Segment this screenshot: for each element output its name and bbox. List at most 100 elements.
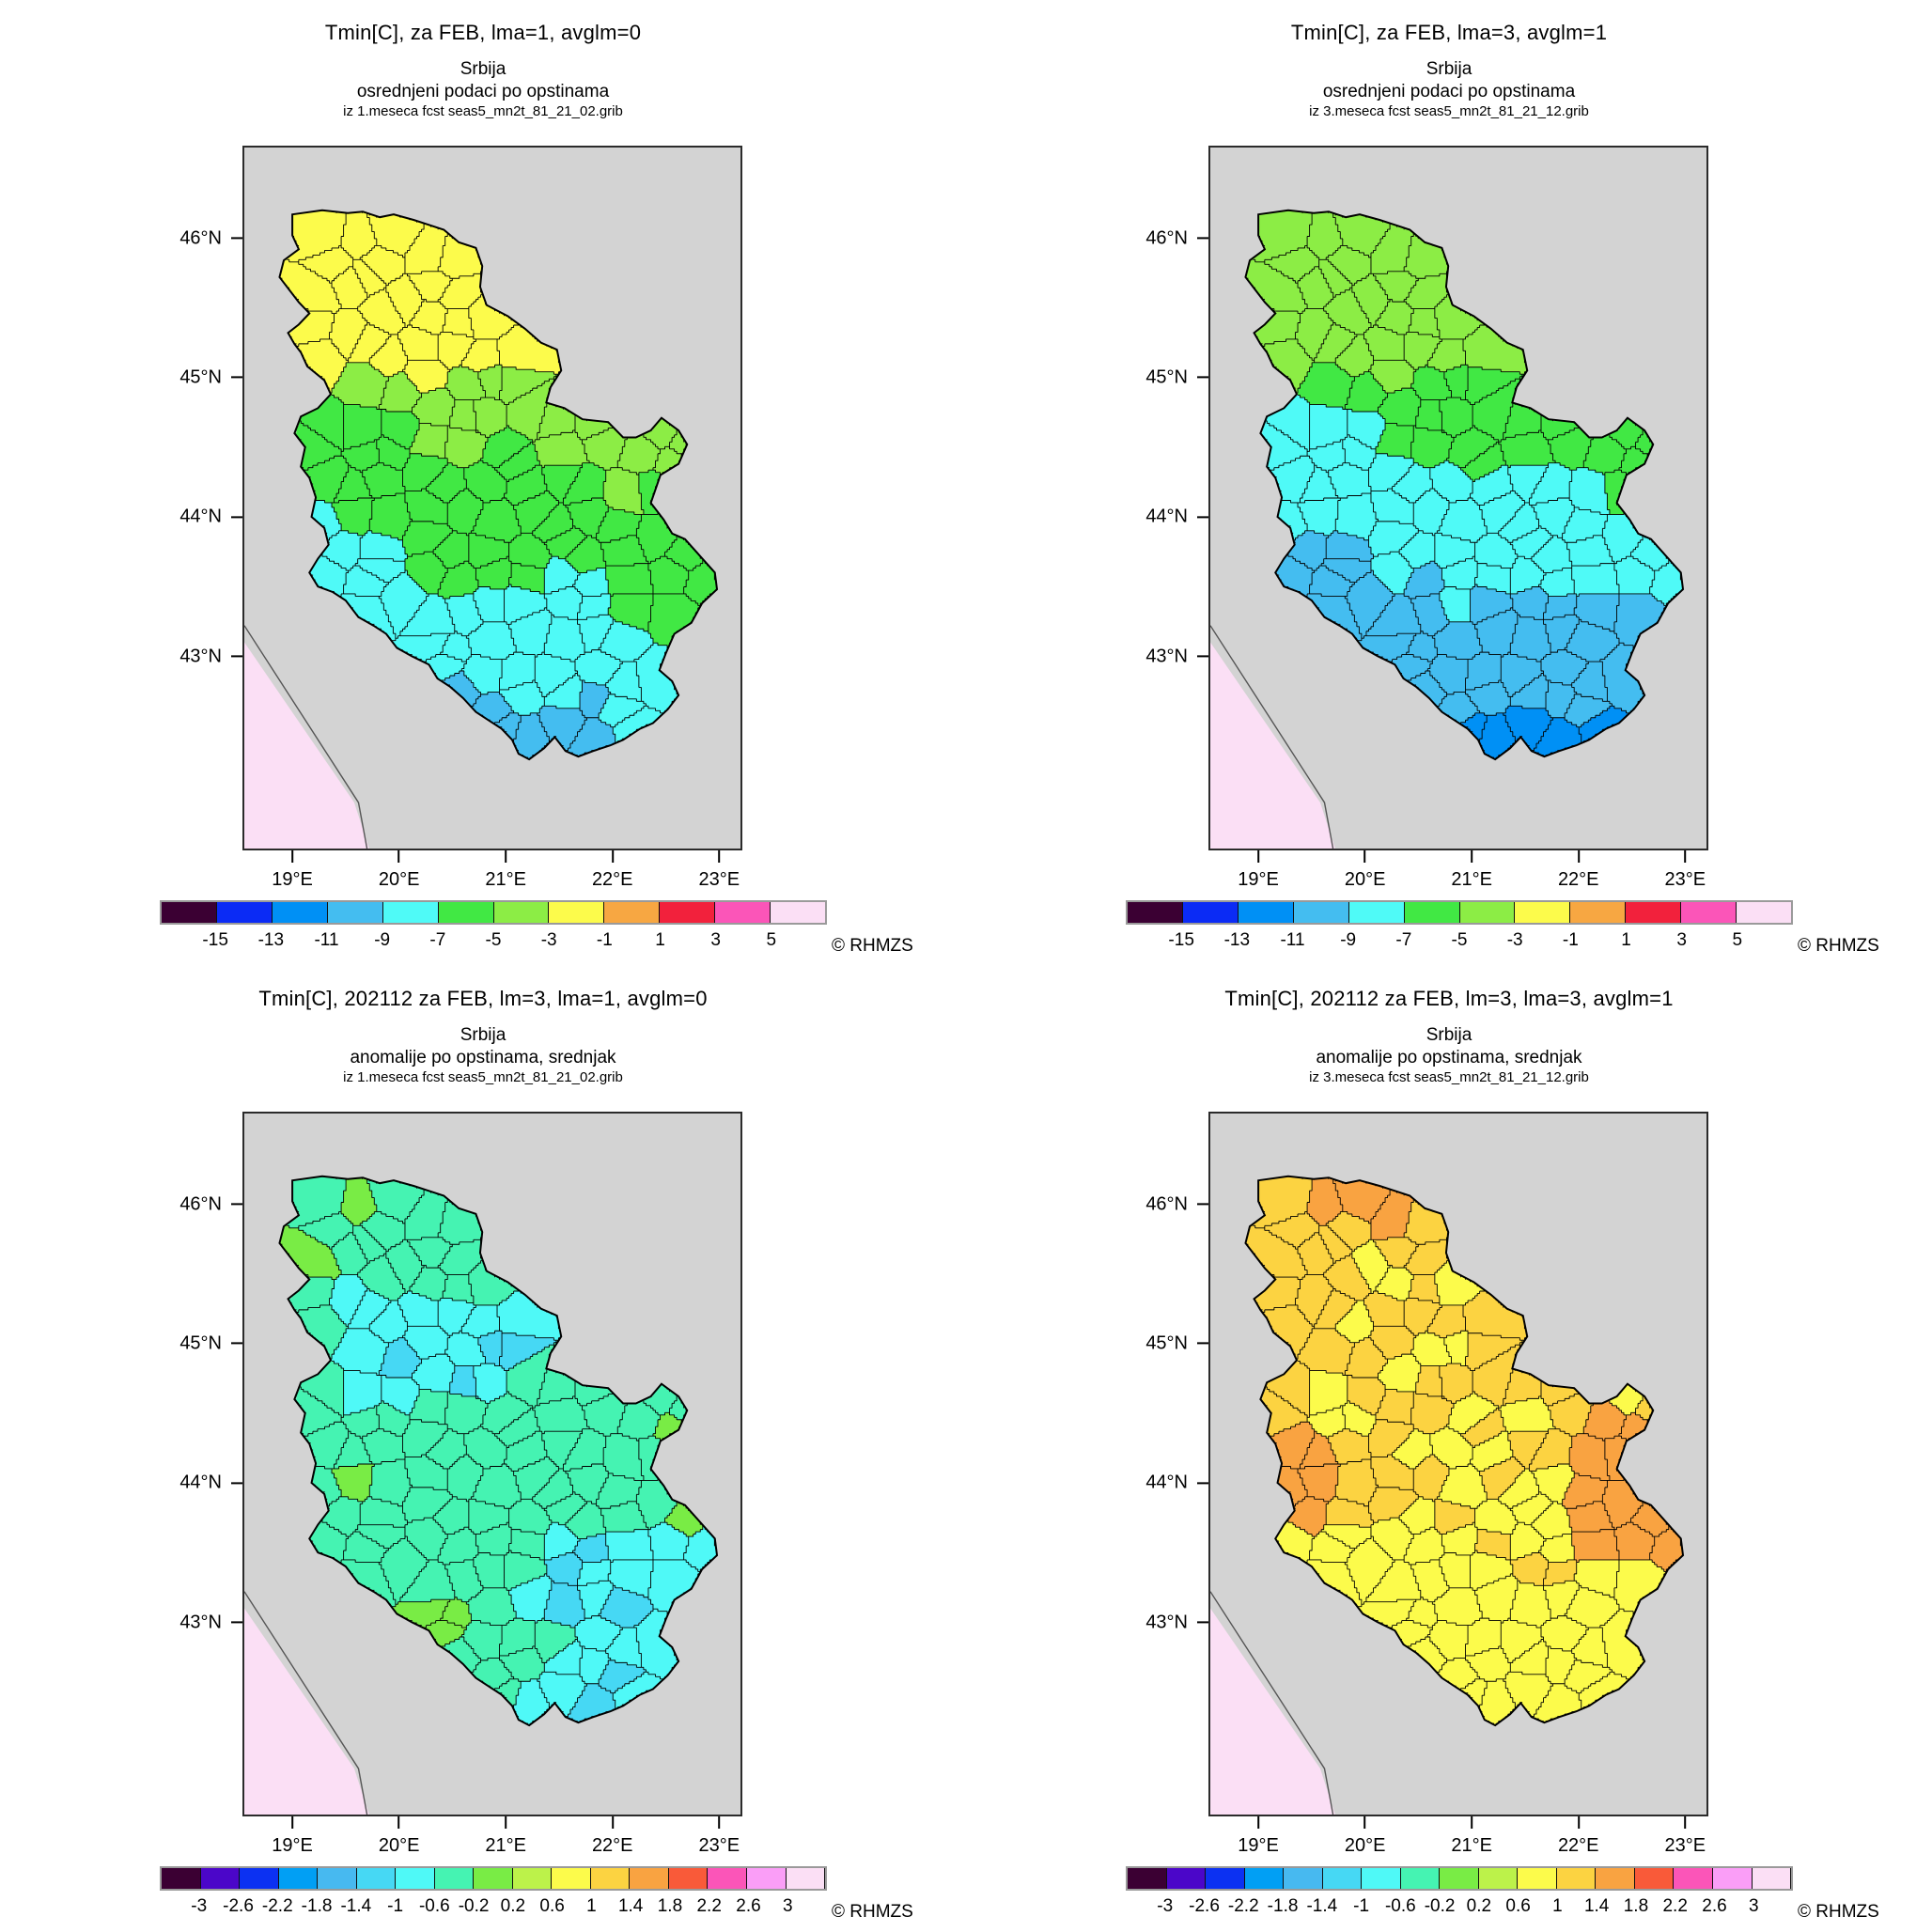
municipality-region[interactable] — [1376, 423, 1414, 460]
municipality-region[interactable] — [1635, 429, 1653, 455]
municipality-region[interactable] — [683, 1527, 717, 1572]
municipality-region[interactable] — [410, 423, 448, 460]
municipality-region[interactable] — [499, 1645, 545, 1682]
municipality-region[interactable] — [508, 1499, 552, 1535]
municipality-region[interactable] — [1439, 586, 1471, 623]
municipality-region[interactable] — [438, 273, 483, 309]
municipality-region[interactable] — [1276, 1519, 1315, 1563]
municipality-region[interactable] — [379, 1536, 429, 1605]
municipality-region[interactable] — [575, 649, 623, 686]
municipality-region[interactable] — [1326, 245, 1371, 287]
municipality-region[interactable] — [1335, 493, 1379, 541]
municipality-region[interactable] — [1437, 1658, 1480, 1691]
municipality-region[interactable] — [475, 556, 512, 590]
municipality-region[interactable] — [1298, 1328, 1355, 1376]
municipality-region[interactable] — [433, 530, 469, 569]
municipality-region[interactable] — [343, 566, 389, 597]
municipality-region[interactable] — [279, 259, 342, 314]
municipality-region[interactable] — [369, 1459, 413, 1507]
municipality-region[interactable] — [334, 1431, 372, 1470]
municipality-region[interactable] — [1409, 1274, 1440, 1303]
municipality-region[interactable] — [647, 556, 689, 595]
municipality-region[interactable] — [1613, 1522, 1655, 1561]
municipality-region[interactable] — [1298, 362, 1355, 410]
municipality-region[interactable] — [1373, 1237, 1419, 1269]
municipality-region[interactable] — [438, 1298, 476, 1336]
municipality-region[interactable] — [1413, 1455, 1449, 1503]
municipality-region[interactable] — [404, 489, 448, 524]
municipality-region[interactable] — [1298, 266, 1333, 309]
municipality-region[interactable] — [1404, 234, 1449, 279]
municipality-region[interactable] — [1264, 1361, 1310, 1418]
municipality-region[interactable] — [683, 561, 717, 606]
municipality-region[interactable] — [1253, 210, 1313, 263]
municipality-region[interactable] — [348, 1288, 391, 1330]
municipality-region[interactable] — [513, 1678, 550, 1726]
municipality-region[interactable] — [508, 533, 552, 569]
municipality-region[interactable] — [1510, 1639, 1549, 1675]
municipality-region[interactable] — [1463, 1290, 1527, 1341]
municipality-region[interactable] — [1529, 1428, 1572, 1472]
municipality-region[interactable] — [440, 631, 472, 662]
municipality-region[interactable] — [473, 397, 507, 438]
municipality-region[interactable] — [412, 388, 455, 427]
municipality-region[interactable] — [296, 338, 349, 394]
municipality-region[interactable] — [1472, 379, 1520, 443]
municipality-region[interactable] — [1571, 662, 1608, 702]
municipality-region[interactable] — [1548, 428, 1594, 471]
municipality-region[interactable] — [310, 553, 349, 597]
municipality-region[interactable] — [1335, 1300, 1374, 1344]
municipality-region[interactable] — [1479, 1678, 1516, 1726]
municipality-region[interactable] — [1307, 1176, 1343, 1226]
municipality-region[interactable] — [379, 1337, 422, 1379]
municipality-region[interactable] — [444, 1391, 488, 1435]
municipality-region[interactable] — [1307, 210, 1343, 260]
municipality-region[interactable] — [1510, 673, 1549, 709]
municipality-region[interactable] — [1245, 259, 1308, 314]
municipality-region[interactable] — [1463, 324, 1527, 375]
municipality-region[interactable] — [332, 1328, 389, 1376]
municipality-region[interactable] — [1543, 593, 1577, 620]
municipality-region[interactable] — [1309, 566, 1355, 597]
municipality-region[interactable] — [410, 1265, 448, 1301]
municipality-region[interactable] — [544, 1581, 585, 1628]
municipality-region[interactable] — [402, 1419, 448, 1457]
municipality-region[interactable] — [1531, 1501, 1572, 1539]
municipality-region[interactable] — [1538, 568, 1575, 597]
municipality-region[interactable] — [633, 1609, 679, 1680]
municipality-region[interactable] — [1378, 1354, 1421, 1393]
municipality-region[interactable] — [1432, 621, 1483, 660]
municipality-region[interactable] — [1566, 1501, 1614, 1533]
municipality-region[interactable] — [603, 467, 644, 515]
municipality-region[interactable] — [360, 245, 405, 287]
municipality-region[interactable] — [1345, 1337, 1388, 1379]
municipality-region[interactable] — [1326, 1496, 1374, 1528]
municipality-region[interactable] — [1309, 1532, 1355, 1563]
municipality-region[interactable] — [504, 584, 547, 625]
municipality-region[interactable] — [508, 1573, 552, 1624]
municipality-region[interactable] — [369, 493, 413, 541]
municipality-region[interactable] — [1583, 434, 1627, 475]
municipality-region[interactable] — [402, 521, 453, 557]
municipality-region[interactable] — [341, 1559, 396, 1608]
municipality-region[interactable] — [1404, 1298, 1442, 1336]
municipality-region[interactable] — [468, 294, 519, 340]
municipality-region[interactable] — [1406, 631, 1438, 662]
municipality-region[interactable] — [1314, 322, 1357, 364]
municipality-region[interactable] — [360, 1496, 408, 1528]
municipality-region[interactable] — [1498, 429, 1556, 469]
municipality-region[interactable] — [1599, 1609, 1645, 1680]
municipality-region[interactable] — [471, 692, 514, 725]
municipality-region[interactable] — [1342, 1400, 1376, 1437]
municipality-region[interactable] — [399, 1559, 455, 1603]
municipality-region[interactable] — [1368, 1487, 1419, 1523]
municipality-region[interactable] — [444, 365, 486, 400]
municipality-region[interactable] — [376, 1400, 410, 1437]
municipality-region[interactable] — [1566, 535, 1614, 567]
municipality-region[interactable] — [1479, 712, 1516, 760]
municipality-region[interactable] — [1410, 1391, 1454, 1435]
municipality-region[interactable] — [329, 1274, 367, 1327]
municipality-region[interactable] — [513, 712, 550, 760]
municipality-region[interactable] — [499, 1332, 556, 1371]
municipality-region[interactable] — [341, 593, 396, 642]
